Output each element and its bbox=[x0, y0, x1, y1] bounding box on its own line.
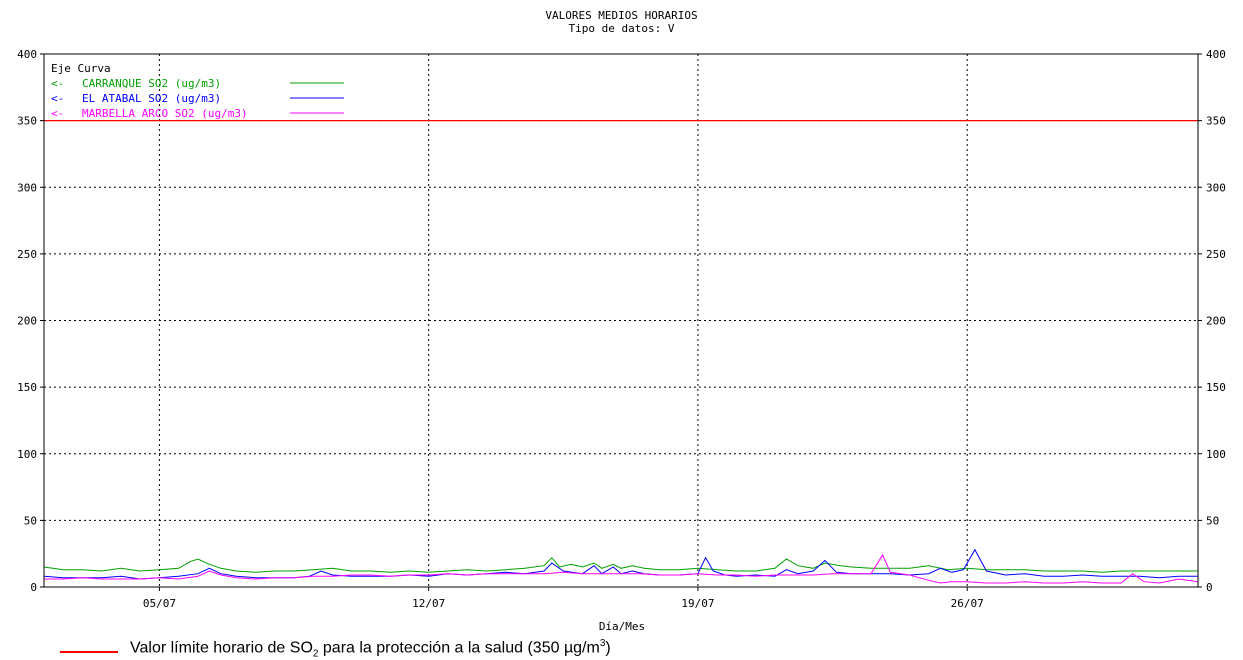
series-line bbox=[43, 556, 1198, 573]
grid bbox=[44, 54, 1198, 587]
y-tick-label-left: 150 bbox=[17, 381, 37, 394]
x-axis-label: Día/Mes bbox=[599, 620, 645, 633]
x-tick-label: 19/07 bbox=[681, 597, 714, 610]
y-tick-label-right: 50 bbox=[1206, 514, 1219, 527]
legend: Eje Curva <- CARRANQUE SO2 (ug/m3) <- EL ATA… bbox=[51, 62, 344, 120]
chart-title: VALORES MEDIOS HORARIOS bbox=[545, 9, 698, 22]
chart: 0 0 50 50 100 100 150 150 200 200 250 250 300 300 350 3… bbox=[17, 48, 1226, 633]
x-tick-label: 05/07 bbox=[143, 597, 176, 610]
legend-axis-marker: <- bbox=[51, 92, 64, 105]
x-tick-label: 12/07 bbox=[412, 597, 445, 610]
y-tick-label-right: 250 bbox=[1206, 248, 1226, 261]
y-tick-label-left: 400 bbox=[17, 48, 37, 61]
legend-header: Eje Curva bbox=[51, 62, 111, 75]
footnote-text: Valor límite horario de SO2 para la prot… bbox=[130, 638, 611, 660]
y-tick-label-right: 400 bbox=[1206, 48, 1226, 61]
axes: 0 0 50 50 100 100 150 150 200 200 250 250 300 300 350 3… bbox=[17, 48, 1226, 610]
y-tick-label-left: 50 bbox=[24, 514, 37, 527]
footnote-legend-line bbox=[60, 651, 118, 653]
legend-axis-marker: <- bbox=[51, 77, 64, 90]
chart-subtitle: Tipo de datos: V bbox=[568, 22, 675, 35]
series-line bbox=[43, 548, 1198, 580]
x-tick-label: 26/07 bbox=[951, 597, 984, 610]
y-tick-label-left: 0 bbox=[30, 581, 37, 594]
y-tick-label-left: 200 bbox=[17, 315, 37, 328]
y-tick-label-right: 100 bbox=[1206, 448, 1226, 461]
chart-title-block: VALORES MEDIOS HORARIOS Tipo de datos: V bbox=[0, 9, 1243, 35]
y-tick-label-left: 300 bbox=[17, 181, 37, 194]
series-layer bbox=[43, 548, 1199, 584]
y-tick-label-right: 300 bbox=[1206, 181, 1226, 194]
legend-label: EL ATABAL SO2 (ug/m3) bbox=[82, 92, 221, 105]
legend-axis-marker: <- bbox=[51, 107, 64, 120]
y-tick-label-left: 250 bbox=[17, 248, 37, 261]
legend-label: MARBELLA ARCO SO2 (ug/m3) bbox=[82, 107, 248, 120]
series-line bbox=[44, 553, 1199, 584]
y-tick-label-right: 150 bbox=[1206, 381, 1226, 394]
y-tick-label-right: 0 bbox=[1206, 581, 1213, 594]
y-tick-label-right: 350 bbox=[1206, 115, 1226, 128]
legend-label: CARRANQUE SO2 (ug/m3) bbox=[82, 77, 221, 90]
y-tick-label-right: 200 bbox=[1206, 315, 1226, 328]
y-tick-label-left: 350 bbox=[17, 115, 37, 128]
y-tick-label-left: 100 bbox=[17, 448, 37, 461]
